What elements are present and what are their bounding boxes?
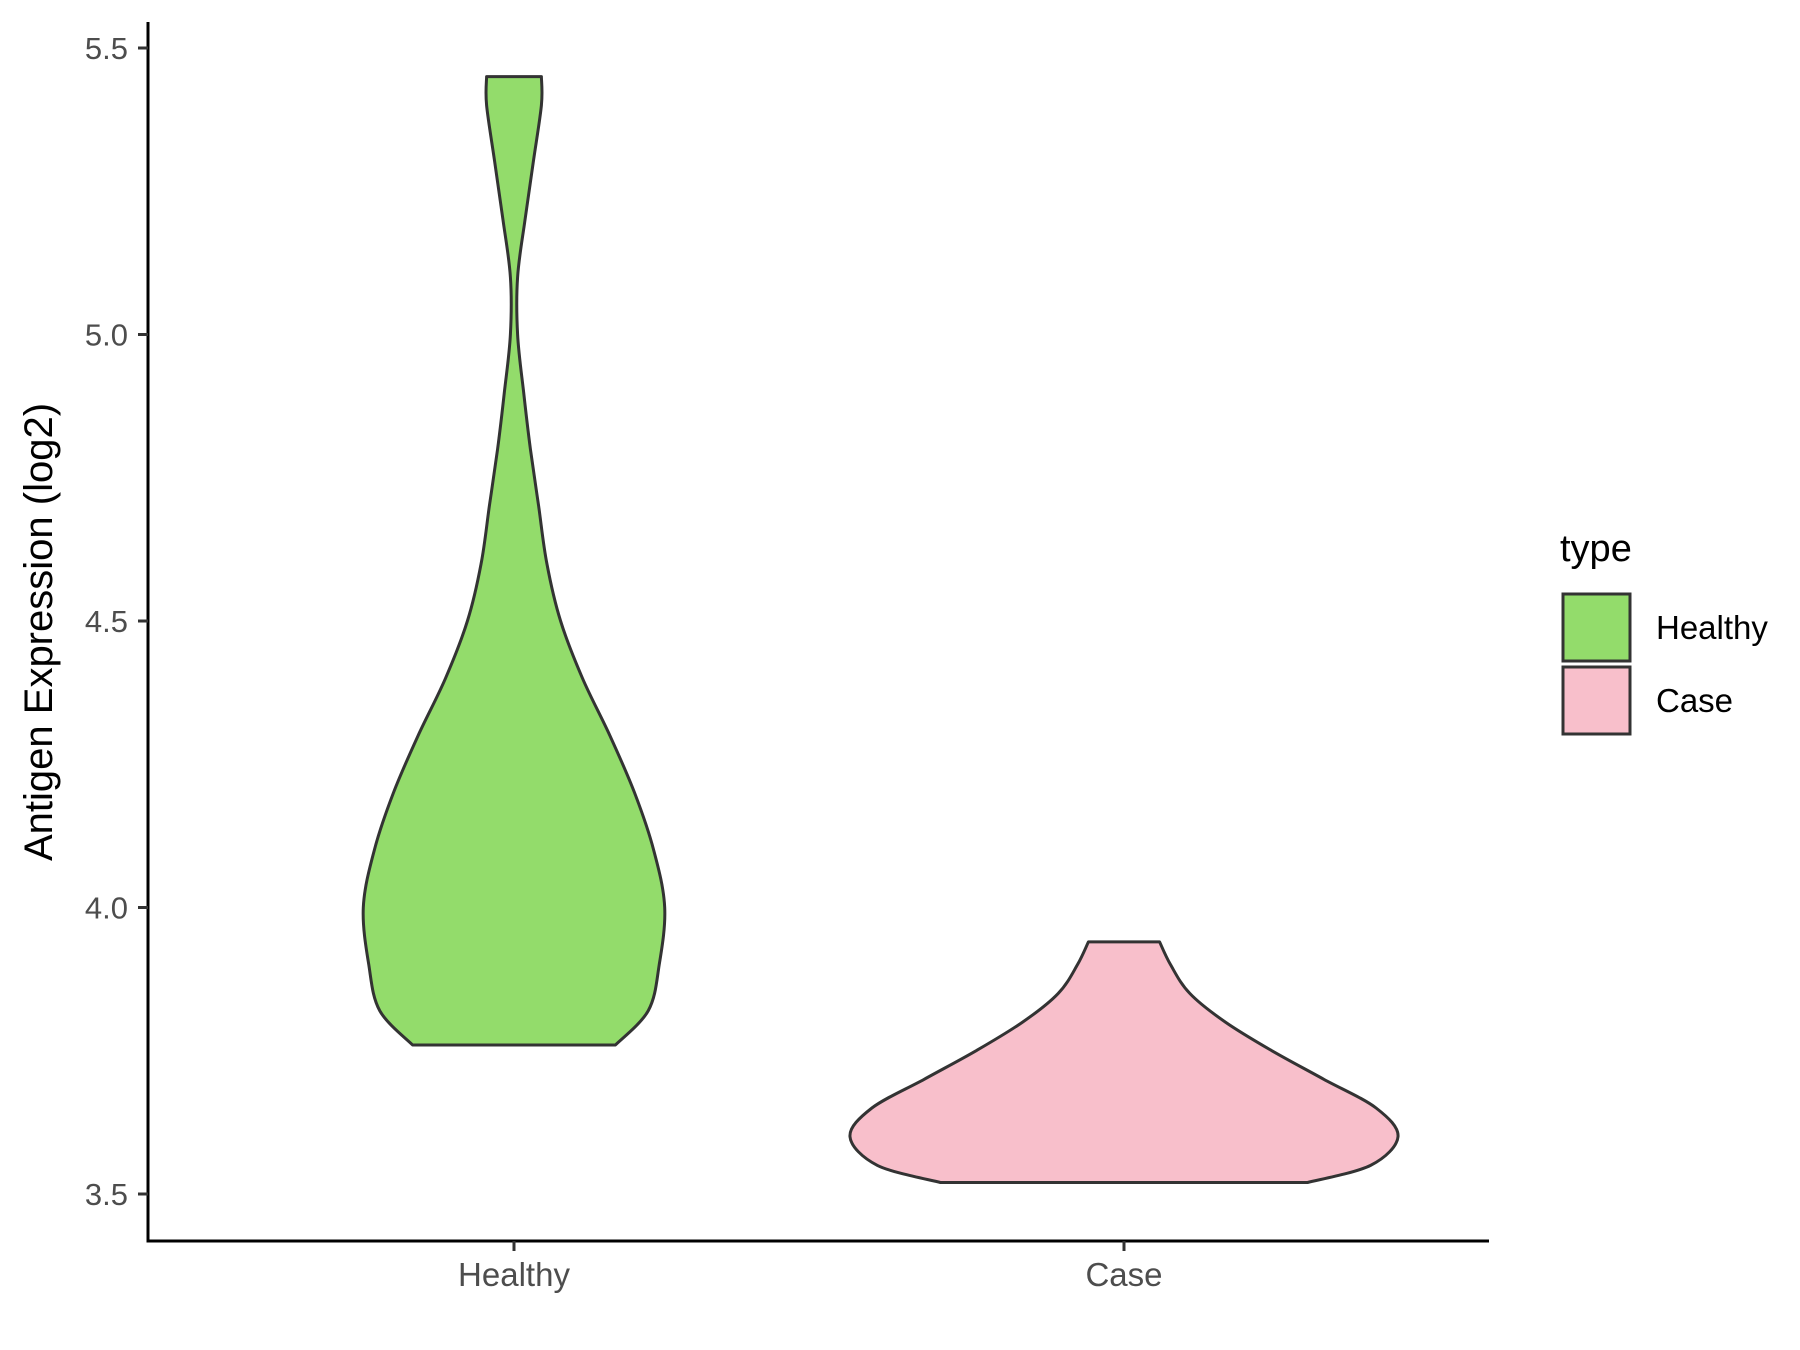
legend: type Healthy Case: [1560, 528, 1768, 736]
axes: [146, 22, 1489, 1243]
y-tick-label: 5.5: [85, 31, 128, 66]
legend-label-case: Case: [1656, 682, 1733, 719]
x-tick-label: Case: [1085, 1256, 1162, 1293]
y-tick-label: 5.0: [85, 318, 128, 353]
legend-key-case: [1561, 665, 1632, 736]
legend-key-healthy: [1561, 592, 1632, 663]
legend-title: type: [1560, 528, 1632, 570]
violin-healthy: [361, 75, 667, 1047]
y-tick-label: 4.0: [85, 891, 128, 926]
x-ticks: Healthy Case: [458, 1241, 1163, 1293]
x-tick-label: Healthy: [458, 1256, 570, 1293]
y-tick-label: 3.5: [85, 1177, 128, 1212]
y-ticks: 3.5 4.0 4.5 5.0 5.5: [85, 31, 148, 1212]
y-tick-label: 4.5: [85, 604, 128, 639]
legend-label-healthy: Healthy: [1656, 609, 1768, 646]
y-axis-title: Antigen Expression (log2): [17, 403, 61, 861]
violin-layer: [361, 75, 1400, 1184]
violin-case: [848, 940, 1400, 1184]
legend-items: Healthy Case: [1561, 592, 1768, 736]
